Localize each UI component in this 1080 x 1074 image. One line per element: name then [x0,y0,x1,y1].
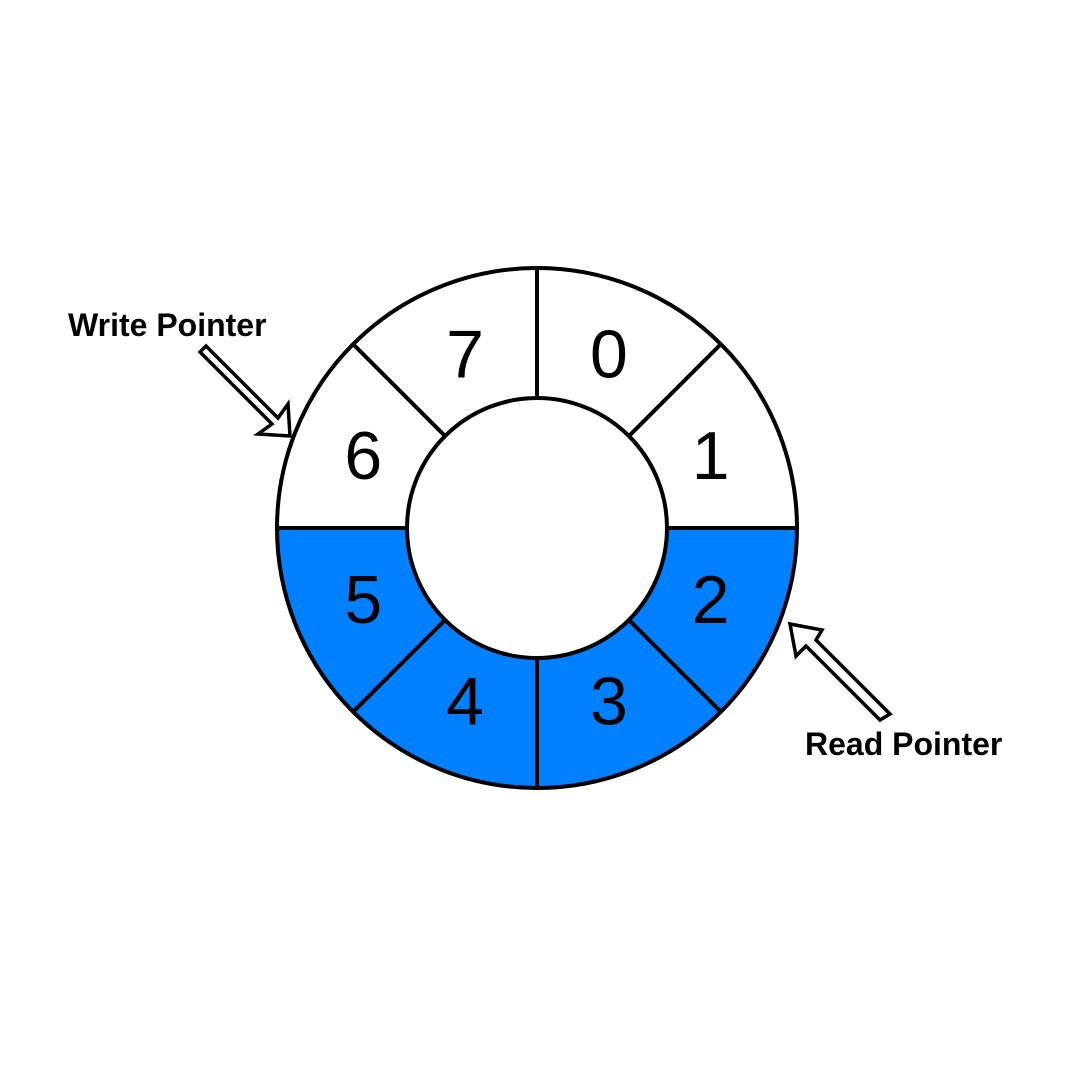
outer-ring-outline [275,266,799,790]
slot-5-label: 5 [344,562,382,638]
ring-sectors [277,268,798,788]
slot-1-label: 1 [692,418,730,494]
slot-0-label: 0 [590,316,628,392]
slot-2-label: 2 [692,562,730,638]
read-pointer: Read Pointer [787,621,1002,762]
slot-6-label: 6 [344,418,382,494]
slot-1-sector [628,344,797,528]
slot-4-label: 4 [446,664,484,740]
slot-6-sector [277,344,446,528]
slot-divider [351,342,447,438]
write-pointer-label: Write Pointer [68,307,267,343]
slot-5-sector [277,528,446,712]
slot-4-sector [353,619,537,788]
slot-divider [627,618,723,714]
slot-0-sector [537,268,721,437]
read-pointer-label: Read Pointer [805,726,1002,762]
write-pointer: Write Pointer [68,307,292,438]
slot-3-sector [537,619,721,788]
slot-3-label: 3 [590,664,628,740]
slot-divider [351,618,447,714]
slot-labels: 01 23 45 67 [344,316,729,739]
slot-2-sector [628,528,798,712]
read-pointer-arrow [787,621,893,723]
write-pointer-arrow [197,343,292,438]
ring-dividers [277,268,797,788]
slot-7-label: 7 [446,316,484,392]
slot-7-sector [353,268,537,437]
slot-divider [627,342,723,438]
inner-ring-hole [405,396,669,660]
